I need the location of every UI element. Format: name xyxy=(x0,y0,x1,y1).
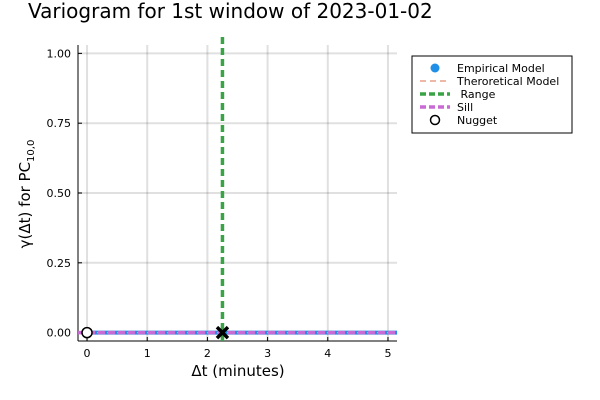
chart-title: Variogram for 1st window of 2023-01-02 xyxy=(28,0,433,23)
legend-label: Theroretical Model xyxy=(456,75,559,88)
range-x-marker-stroke-b xyxy=(215,325,230,340)
legend-label: Sill xyxy=(457,101,473,114)
grid xyxy=(78,45,397,341)
x-tick-label: 0 xyxy=(84,347,91,360)
nugget-marker xyxy=(81,326,93,339)
legend-label: Empirical Model xyxy=(457,62,545,75)
y-axis-label-subscript: 10,0 xyxy=(26,140,37,162)
x-tick-label: 4 xyxy=(324,347,331,360)
series-layer xyxy=(78,37,397,341)
y-axis-label: γ(Δt) for PC10,0 xyxy=(16,140,37,249)
x-tick-label: 2 xyxy=(204,347,211,360)
y-tick-label: 0.75 xyxy=(47,117,72,130)
legend-label: Range xyxy=(457,88,496,101)
y-tick-label: 1.00 xyxy=(47,47,72,60)
x-axis-label: Δt (minutes) xyxy=(191,362,284,380)
x-tick-label: 5 xyxy=(384,347,391,360)
x-tick-label: 1 xyxy=(144,347,151,360)
y-tick-label: 0.50 xyxy=(47,187,72,200)
x-tick-label: 3 xyxy=(264,347,271,360)
y-axis-label-main: γ(Δt) for PC xyxy=(16,162,34,248)
legend-nugget-marker xyxy=(429,114,441,126)
legend-empirical-marker xyxy=(430,63,440,73)
x-ticks: 0 1 2 3 4 5 xyxy=(84,337,391,360)
y-tick-label: 0.25 xyxy=(47,257,72,270)
legend-label: Nugget xyxy=(457,114,498,127)
y-ticks: 0.00 0.25 0.50 0.75 1.00 xyxy=(47,47,82,340)
y-tick-label: 0.00 xyxy=(47,327,72,340)
